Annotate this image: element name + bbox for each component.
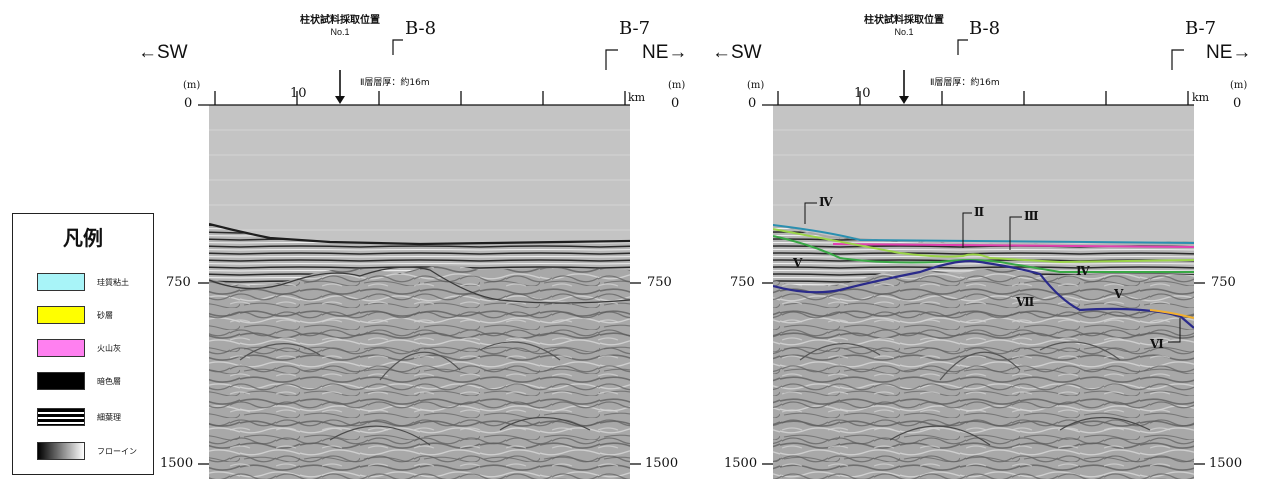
right-borehole-b7: B-7 [1185,18,1217,39]
legend-item-sand: 砂層 [37,306,113,324]
layer-label-vii: Ⅶ [1016,295,1035,309]
left-km-label: km [628,91,646,104]
left-depth-0-left: 0 [184,96,193,111]
right-direction-ne: NE→ [1206,42,1252,63]
layer-label-vi: Ⅵ [1150,337,1164,351]
layer-label-iii: Ⅲ [1024,209,1039,223]
layer-label-v-right: Ⅴ [1114,287,1124,301]
legend-label: 細葉理 [97,412,121,422]
right-thickness-note: Ⅱ層層厚：約16m [930,78,1000,88]
right-seismic-panel [762,39,1205,479]
right-depth-0-right: 0 [1233,96,1242,111]
legend-label: 珪質粘土 [97,277,129,287]
legend-item-volcanic-ash: 火山灰 [37,339,121,357]
right-borehole-b8: B-8 [969,18,1001,39]
left-sample-title: 柱状試料採取位置 [300,15,380,26]
horizon-volcanic-ash [832,243,1194,248]
left-borehole-b7: B-7 [619,18,651,39]
horizon-v [773,260,1194,329]
layer-label-v-left: Ⅴ [793,256,803,270]
legend-item-flow-in: フローイン [37,442,137,460]
left-thickness-note: Ⅱ層層厚：約16m [360,78,430,88]
legend-label: 火山灰 [97,343,121,353]
left-depth-1500-right: 1500 [645,456,679,471]
right-depth-1500-left: 1500 [724,456,758,471]
right-depth-750-left: 750 [730,275,755,290]
left-b7-marker [605,49,618,70]
horizon-iv [773,235,1194,273]
left-direction-ne: NE→ [642,42,688,63]
legend-item-dark-layer: 暗色層 [37,372,121,390]
left-layered-unit [209,224,630,285]
sand-swatch-icon [37,306,85,324]
layer-label-ii: Ⅱ [974,205,985,219]
legend-title: 凡例 [63,226,103,250]
right-depth-750-right: 750 [1211,275,1236,290]
right-depth-0-left: 0 [748,96,757,111]
left-unit-right: (m) [668,80,686,91]
flow-in-swatch-icon [37,442,85,460]
right-unit-left: (m) [747,80,765,91]
left-sample-no: No.1 [330,27,350,37]
left-depth-750-right: 750 [647,275,672,290]
layer-label-iv-right: Ⅳ [1076,264,1090,278]
right-direction-sw: ←SW [712,42,762,63]
legend-item-fine-lamination: 細葉理 [37,408,121,426]
left-borehole-b8: B-8 [405,18,437,39]
left-direction-sw: ←SW [138,42,188,63]
right-km-label: km [1192,91,1210,104]
left-depth-750-left: 750 [166,275,191,290]
right-sample-title: 柱状試料採取位置 [864,15,944,26]
right-unit-right: (m) [1230,80,1248,91]
siliceous-clay-swatch-icon [37,273,85,291]
layer-label-iv-top: Ⅳ [819,195,833,209]
left-depth-1500-left: 1500 [160,456,194,471]
left-b8-marker [392,39,403,55]
horizon-iii [773,228,1194,264]
legend-item-siliceous-clay: 珪質粘土 [37,273,129,291]
left-depth-0-right: 0 [671,96,680,111]
legend-label: フローイン [97,446,137,456]
left-seismic-panel [198,39,641,479]
left-unit-left: (m) [183,80,201,91]
right-depth-1500-right: 1500 [1209,456,1243,471]
legend-label: 暗色層 [97,376,121,386]
fine-lamination-swatch-icon [37,408,85,426]
horizon-sand [1149,309,1194,319]
right-dist-tick-10: 10 [854,86,871,101]
left-seafloor [209,222,630,246]
legend-box: 凡例 珪質粘土 砂層 火山灰 暗色層 細葉理 フローイン [12,213,154,475]
right-sample-no: No.1 [894,27,914,37]
volcanic-ash-swatch-icon [37,339,85,357]
left-dist-tick-10: 10 [290,86,307,101]
horizon-siliceous-clay [773,224,1194,244]
legend-label: 砂層 [97,310,113,320]
dark-layer-swatch-icon [37,372,85,390]
